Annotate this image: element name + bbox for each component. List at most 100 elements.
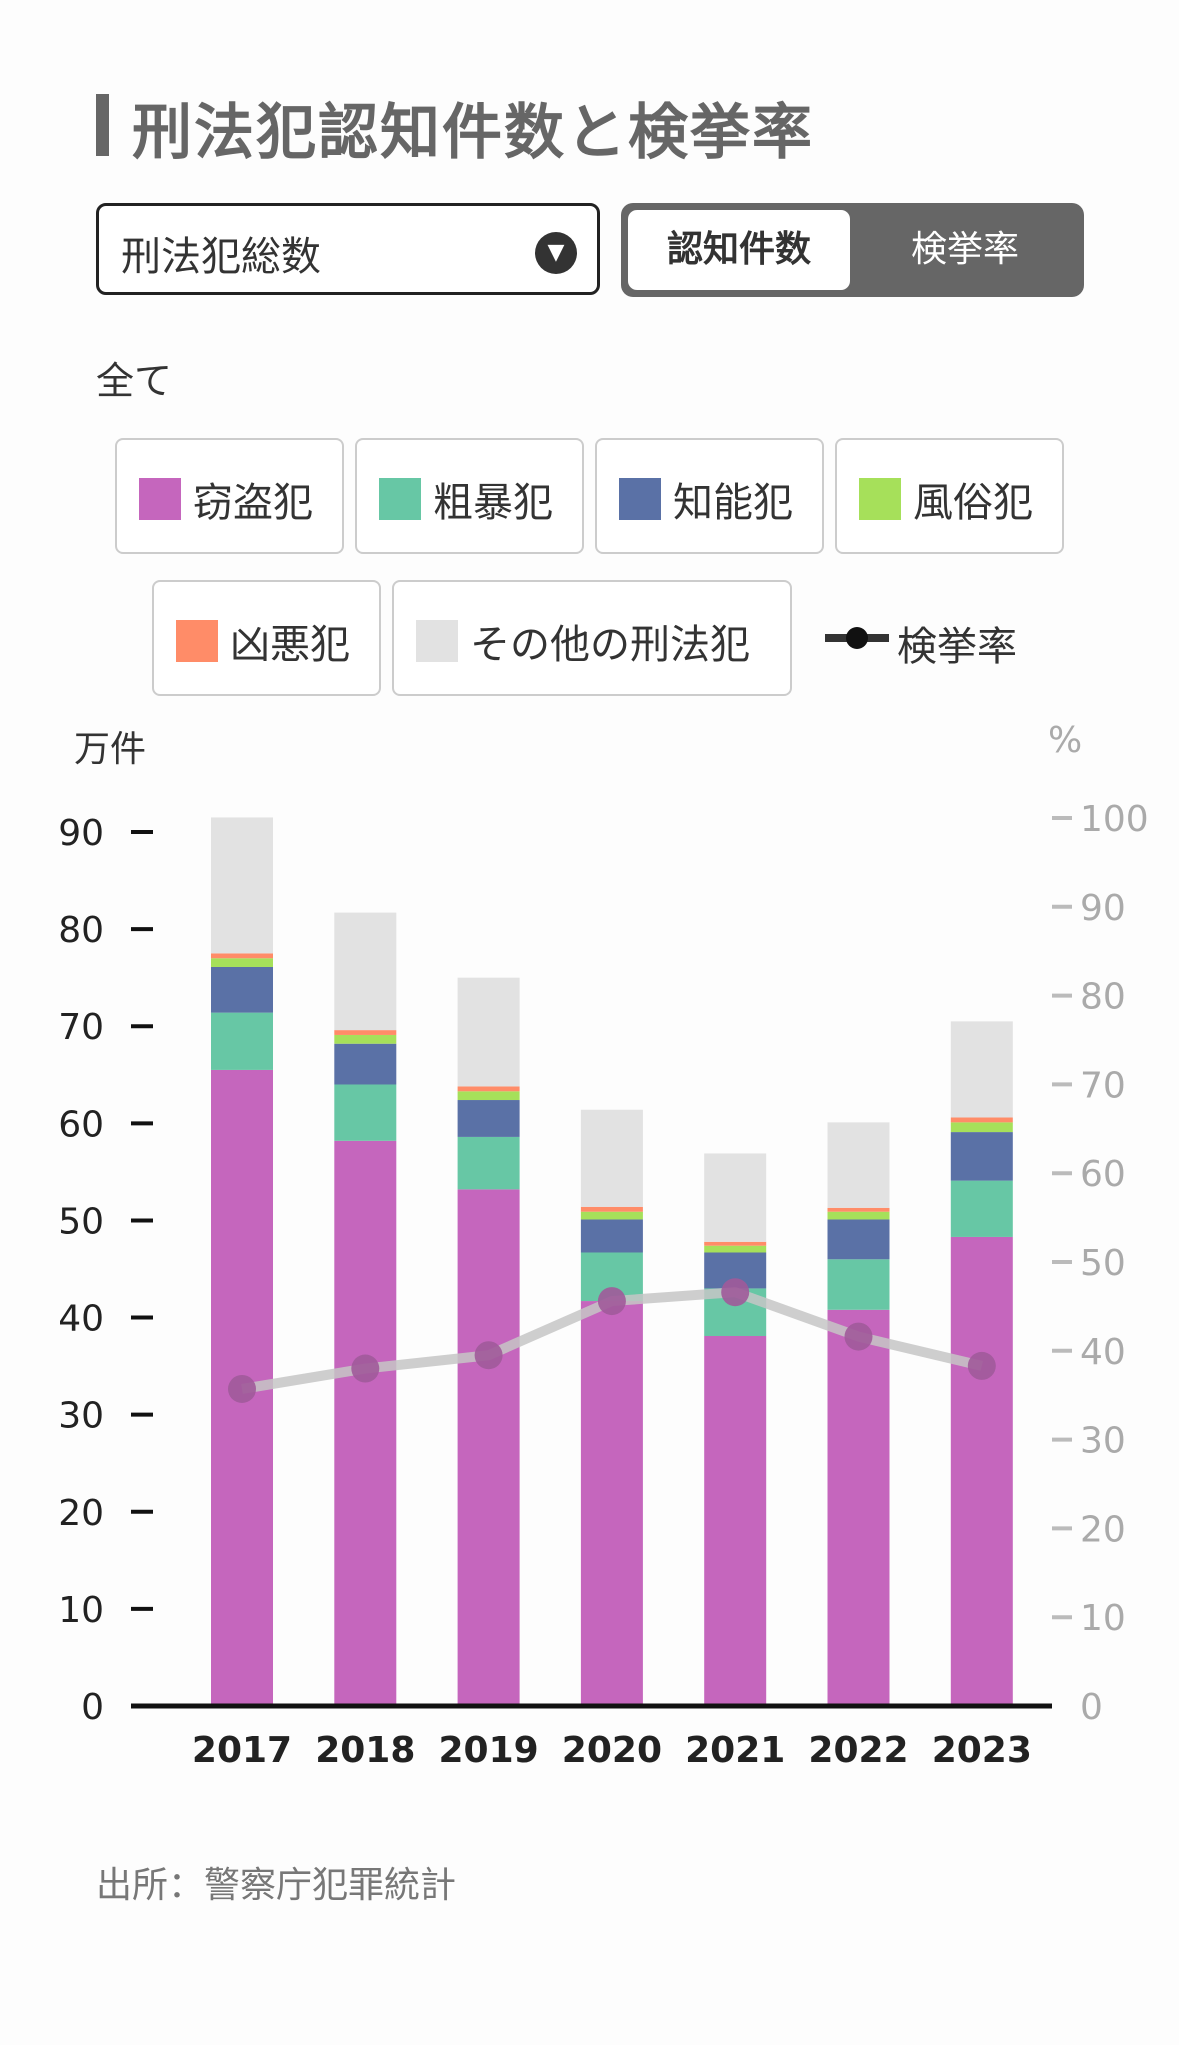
bar-segment-1 [950, 1180, 1013, 1237]
x-tick-label: 2017 [192, 1730, 292, 1771]
clearance-rate-point [351, 1354, 380, 1383]
y-right-tick-label: 40 [1080, 1332, 1126, 1373]
y-right-tick-label: 90 [1080, 888, 1126, 929]
bar-segment-5 [457, 977, 520, 1087]
toggle-count-button[interactable]: 認知件数 [628, 210, 850, 290]
clearance-rate-point [844, 1322, 873, 1351]
bar-segment-3 [827, 1211, 890, 1220]
category-select-value: 刑法犯総数 [121, 234, 321, 280]
clearance-rate-point [228, 1374, 256, 1403]
bar-segment-2 [827, 1219, 890, 1260]
y-left-tick-label: 90 [58, 813, 104, 854]
clearance-rate-point [967, 1351, 996, 1380]
bar-segment-5 [580, 1109, 643, 1207]
legend-label-violent: 粗暴犯 [433, 480, 553, 526]
y-left-tick-label: 50 [58, 1201, 104, 1242]
bar-segment-3 [334, 1034, 397, 1044]
bar-segment-4 [704, 1241, 767, 1246]
bar-segment-1 [334, 1084, 397, 1141]
bar-segment-4 [950, 1117, 1013, 1123]
legend-item-heinous[interactable]: 凶悪犯 [152, 580, 381, 696]
bar-segment-0 [580, 1301, 643, 1706]
y-left-tick-label: 0 [81, 1687, 104, 1728]
page-title: 刑法犯認知件数と検挙率 [132, 98, 814, 168]
bar-segment-2 [950, 1132, 1013, 1181]
y-right-tick-label: 30 [1080, 1421, 1126, 1462]
y-right-unit: % [1048, 720, 1083, 761]
legend-item-other[interactable]: その他の刑法犯 [392, 580, 792, 696]
bar-segment-4 [334, 1030, 397, 1035]
bar-segment-0 [704, 1336, 767, 1706]
legend-swatch-violent [379, 478, 421, 520]
y-left-tick-label: 10 [58, 1590, 104, 1631]
bar-segment-2 [457, 1100, 520, 1137]
bar-segment-3 [580, 1211, 643, 1220]
bar-segment-2 [334, 1043, 397, 1085]
legend-label-moral: 風俗犯 [913, 480, 1033, 526]
bar-segment-0 [827, 1309, 890, 1706]
category-select[interactable]: 刑法犯総数 ▼ [96, 203, 600, 295]
bar-segment-1 [827, 1259, 890, 1310]
title-accent-bar [96, 94, 109, 156]
bar-segment-4 [211, 953, 273, 959]
y-left-tick-label: 80 [58, 910, 104, 951]
legend-item-moral[interactable]: 風俗犯 [835, 438, 1064, 554]
bar-segment-4 [827, 1207, 890, 1212]
legend-label-intellectual: 知能犯 [673, 480, 793, 526]
legend-label-clearance-rate: 検挙率 [897, 624, 1017, 670]
y-right-tick-label: 20 [1080, 1509, 1126, 1550]
legend-label-theft: 窃盗犯 [193, 480, 313, 526]
x-tick-label: 2021 [685, 1730, 785, 1771]
legend-swatch-heinous [176, 620, 218, 662]
legend-item-intellectual[interactable]: 知能犯 [595, 438, 824, 554]
clearance-rate-point [474, 1341, 503, 1370]
x-tick-label: 2022 [808, 1730, 908, 1771]
bar-segment-3 [457, 1091, 520, 1101]
bar-segment-2 [211, 966, 273, 1013]
bar-segment-5 [950, 1021, 1013, 1118]
legend-label-heinous: 凶悪犯 [230, 622, 350, 668]
clearance-rate-point [721, 1278, 750, 1307]
x-tick-label: 2020 [562, 1730, 662, 1771]
x-tick-label: 2023 [932, 1730, 1032, 1771]
y-right-tick-label: 80 [1080, 977, 1126, 1018]
toggle-rate-button[interactable]: 検挙率 [910, 229, 1019, 270]
y-left-tick-label: 30 [58, 1396, 104, 1437]
y-right-tick-label: 10 [1080, 1598, 1126, 1639]
y-right-tick-label: 50 [1080, 1243, 1126, 1284]
y-right-tick-label: 100 [1080, 799, 1149, 840]
legend-swatch-moral [859, 478, 901, 520]
legend-item-violent[interactable]: 粗暴犯 [355, 438, 584, 554]
y-right-tick-label: 0 [1080, 1687, 1103, 1728]
bar-segment-1 [211, 1012, 273, 1070]
legend-item-clearance-rate[interactable]: 検挙率 [825, 608, 1085, 670]
chevron-down-icon: ▼ [535, 232, 577, 274]
legend-item-theft[interactable]: 窃盗犯 [115, 438, 344, 554]
legend-label-other: その他の刑法犯 [470, 622, 750, 668]
bar-segment-5 [827, 1122, 890, 1208]
bar-segment-0 [334, 1140, 397, 1706]
bar-segment-5 [704, 1153, 767, 1242]
bar-segment-0 [950, 1236, 1013, 1706]
bar-segment-3 [211, 958, 273, 967]
y-left-unit: 万件 [74, 729, 147, 770]
y-right-tick-label: 60 [1080, 1154, 1126, 1195]
bar-segment-5 [334, 912, 397, 1031]
y-left-tick-label: 70 [58, 1007, 104, 1048]
clearance-rate-point [597, 1287, 626, 1316]
x-tick-label: 2019 [438, 1730, 538, 1771]
scope-label[interactable]: 全て [96, 359, 173, 403]
y-left-tick-label: 40 [58, 1299, 104, 1340]
x-tick-label: 2018 [315, 1730, 415, 1771]
y-left-tick-label: 60 [58, 1104, 104, 1145]
legend-line-marker-icon [825, 627, 889, 649]
bar-segment-4 [457, 1086, 520, 1092]
bar-segment-5 [211, 817, 273, 954]
bar-segment-1 [457, 1136, 520, 1190]
y-left-tick-label: 20 [58, 1493, 104, 1534]
legend-swatch-intellectual [619, 478, 661, 520]
bar-segment-3 [704, 1245, 767, 1253]
bar-segment-2 [580, 1219, 643, 1253]
source-note: 出所：警察庁犯罪統計 [96, 1865, 457, 1906]
bar-segment-0 [457, 1189, 520, 1706]
